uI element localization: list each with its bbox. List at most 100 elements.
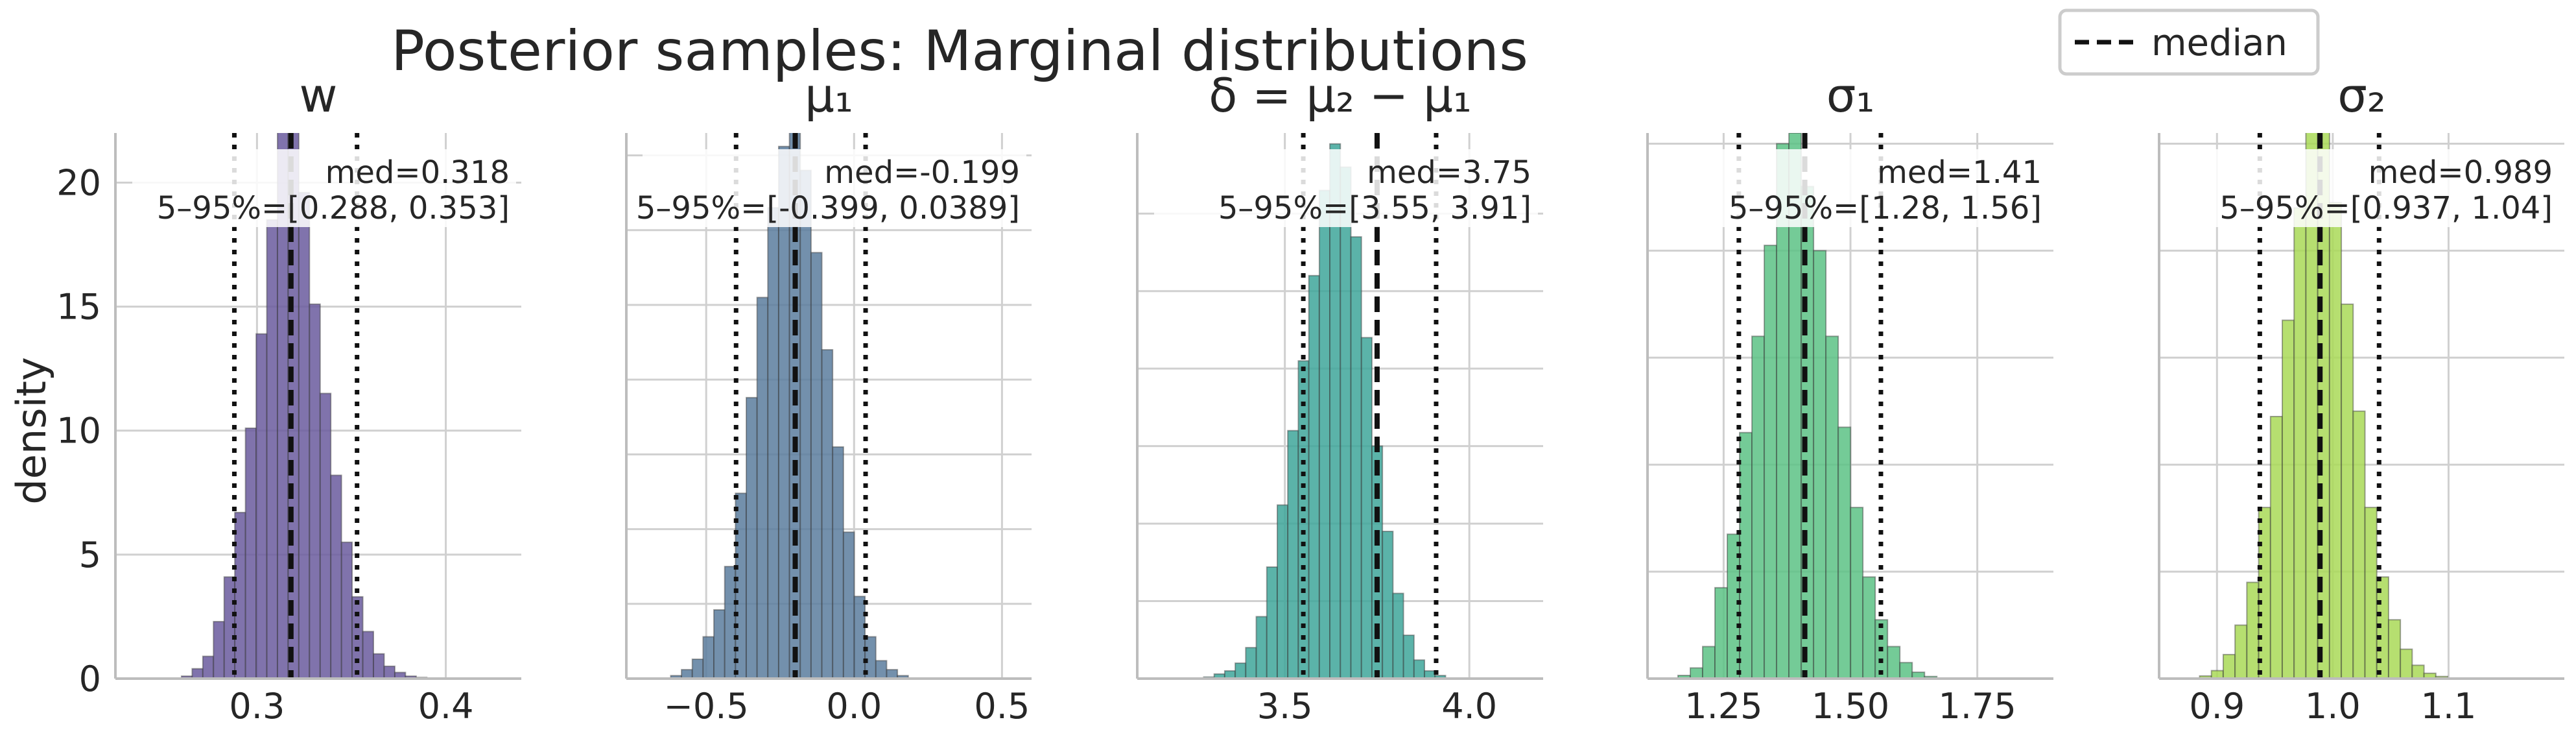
- histogram-bar: [832, 446, 844, 679]
- histogram-bar: [2282, 319, 2295, 679]
- histogram-bar: [1308, 274, 1320, 679]
- interval-annotation: 5–95%=[1.28, 1.56]: [1729, 190, 2042, 226]
- x-tick-label: 0.9: [2189, 686, 2245, 727]
- interval-annotation: 5–95%=[0.937, 1.04]: [2219, 190, 2553, 226]
- histogram-bar: [2246, 581, 2260, 679]
- histogram-bar: [1887, 646, 1901, 679]
- interval-annotation: 5–95%=[3.55, 3.91]: [1218, 190, 1531, 226]
- histogram-bar: [244, 427, 257, 679]
- histogram-bar: [1751, 335, 1766, 679]
- histogram-bar: [875, 660, 888, 679]
- histogram-bar: [756, 296, 769, 679]
- histogram-bar: [810, 252, 823, 679]
- histogram-bar: [681, 669, 693, 679]
- interval-annotation: 5–95%=[0.288, 0.353]: [157, 190, 510, 226]
- histogram-panel: med=3.755–95%=[3.55, 3.91] 3.5 4.0 δ = μ₂ −…: [1136, 68, 1543, 727]
- histogram-bar: [1825, 335, 1839, 679]
- histogram-bar: [234, 511, 246, 679]
- histogram-bar: [2269, 415, 2283, 679]
- histogram-bar: [1701, 646, 1716, 679]
- y-tick-label: 20: [56, 162, 101, 203]
- median-annotation: med=3.75: [1367, 154, 1531, 191]
- histogram-bar: [330, 474, 342, 679]
- histogram-bar: [1899, 662, 1913, 679]
- histogram-bar: [1340, 166, 1352, 679]
- histogram-bar: [373, 653, 385, 679]
- histogram-bar: [2364, 507, 2378, 679]
- histogram-bar: [2411, 664, 2425, 679]
- histogram-bar: [394, 671, 407, 679]
- panel-title: μ₁: [805, 68, 853, 123]
- annotation-box: [132, 149, 516, 227]
- histogram-bar: [213, 621, 225, 679]
- figure-title: Posterior samples: Marginal distribution…: [391, 19, 1528, 84]
- histogram-bar: [799, 169, 812, 679]
- panel-title: σ₂: [2337, 68, 2386, 123]
- histogram-bar: [821, 349, 834, 679]
- histogram-bar: [1382, 531, 1394, 679]
- x-tick-label: 1.25: [1684, 686, 1762, 727]
- x-tick-label: 0.3: [229, 686, 285, 727]
- histogram-bar: [1413, 659, 1426, 679]
- x-tick-label: 0.4: [418, 686, 474, 727]
- panel-title: σ₁: [1826, 68, 1875, 123]
- histogram-bar: [1235, 662, 1247, 679]
- histogram-bar: [202, 655, 215, 679]
- legend-frame: [2058, 8, 2320, 76]
- histogram-bar: [1862, 576, 1876, 679]
- panel-title: δ = μ₂ − μ₁: [1209, 68, 1472, 123]
- median-annotation: med=-0.199: [824, 154, 1020, 191]
- annotation-box: [2175, 149, 2559, 227]
- histogram-bar: [1850, 507, 1864, 679]
- interval-annotation: 5–95%=[-0.399, 0.0389]: [636, 190, 1020, 226]
- histogram-bar: [2387, 619, 2402, 679]
- histogram-bar: [1689, 667, 1703, 679]
- x-tick-label: 0.5: [974, 686, 1030, 727]
- histogram-bar: [1392, 592, 1404, 679]
- y-tick-label: 10: [56, 411, 101, 452]
- histogram-bar: [1402, 634, 1415, 679]
- histogram-bar: [2328, 202, 2343, 679]
- histogram-bar: [319, 393, 332, 679]
- histogram-bar: [340, 541, 353, 679]
- histogram-bars: [180, 133, 428, 679]
- histogram-bar: [298, 191, 311, 679]
- histogram-bar: [1287, 429, 1299, 679]
- histogram-bar: [1276, 504, 1289, 679]
- median-annotation: med=0.318: [325, 154, 510, 191]
- histogram-bar: [691, 658, 704, 679]
- histogram-bars: [2199, 133, 2448, 679]
- histogram-bar: [767, 207, 779, 679]
- y-axis-label: density: [8, 357, 55, 504]
- histogram-bar: [1255, 616, 1268, 679]
- histogram-bar: [2234, 624, 2248, 679]
- histogram-bar: [1677, 675, 1691, 679]
- legend-median-label: median: [2151, 22, 2287, 64]
- histogram-bar: [255, 333, 268, 679]
- x-tick-label: −0.5: [664, 686, 749, 727]
- histogram-bar: [2352, 410, 2366, 679]
- histogram-bar: [383, 665, 396, 679]
- histogram-bar: [1350, 236, 1362, 679]
- panel-title: w: [300, 68, 338, 123]
- histogram-bar: [713, 609, 726, 679]
- histogram-bar: [2341, 303, 2354, 679]
- histogram-bar: [2400, 648, 2413, 679]
- median-annotation: med=1.41: [1877, 154, 2042, 191]
- y-tick-label: 5: [79, 535, 101, 575]
- histogram-bar: [1813, 250, 1827, 679]
- annotation-box: [1154, 149, 1538, 227]
- annotation-box: [1664, 149, 2048, 227]
- median-annotation: med=0.989: [2369, 154, 2553, 191]
- x-tick-label: 4.0: [1441, 686, 1497, 727]
- histogram-bar: [1360, 337, 1373, 679]
- histogram-bar: [2293, 207, 2307, 679]
- histogram-bars: [1203, 143, 1447, 679]
- histogram-bar: [1739, 431, 1753, 679]
- annotation-box: [643, 149, 1026, 227]
- x-tick-label: 1.0: [2305, 686, 2361, 727]
- x-tick-label: 3.5: [1257, 686, 1313, 727]
